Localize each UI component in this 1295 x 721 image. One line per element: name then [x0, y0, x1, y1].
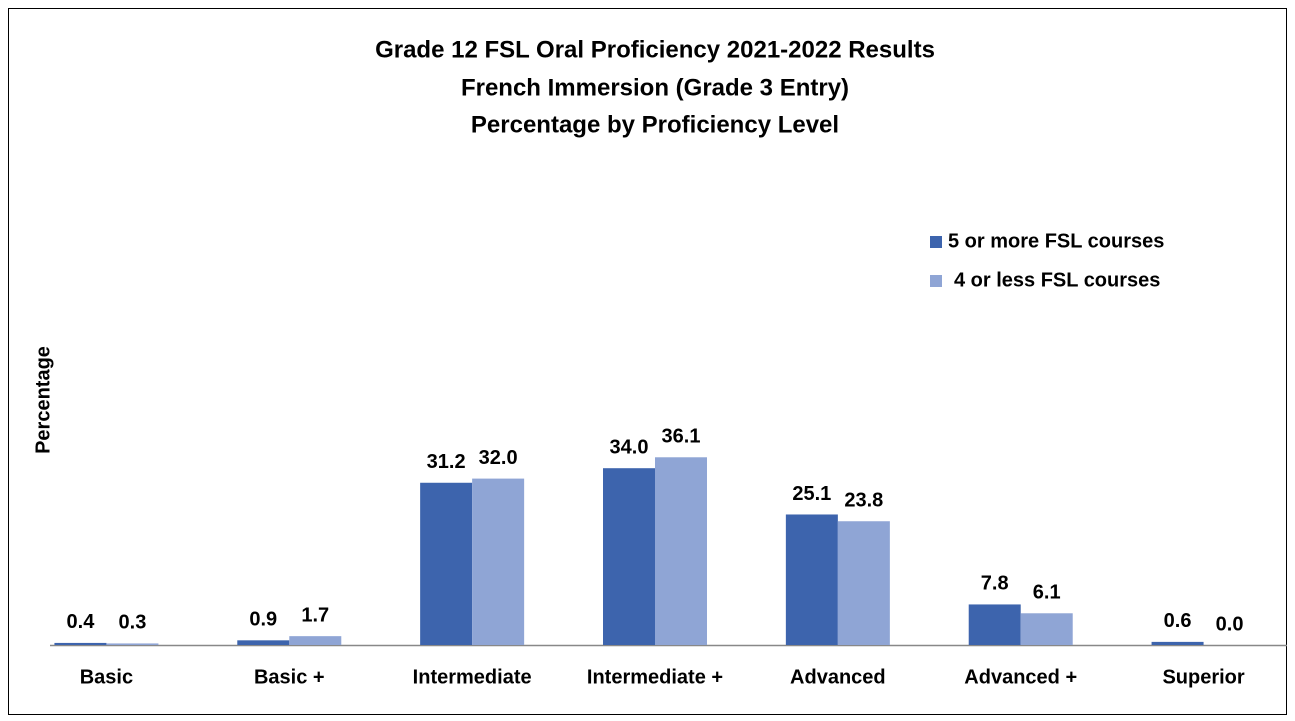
- chart-title: Percentage by Proficiency Level: [471, 111, 839, 138]
- x-tick-label: Intermediate +: [587, 666, 723, 688]
- data-label: 25.1: [792, 483, 831, 505]
- bar: [106, 643, 159, 645]
- legend-label: 4 or less FSL courses: [954, 269, 1160, 291]
- bar: [837, 521, 890, 645]
- data-label: 6.1: [1033, 582, 1061, 604]
- chart-title: French Immersion (Grade 3 Entry): [461, 74, 849, 101]
- bar: [289, 636, 342, 645]
- bar: [655, 457, 707, 645]
- data-label: 7.8: [981, 573, 1009, 595]
- data-label: 1.7: [301, 604, 329, 626]
- bar: [603, 468, 655, 645]
- data-label: 0.6: [1164, 610, 1192, 632]
- bar: [1020, 613, 1073, 645]
- bar: [237, 640, 290, 645]
- x-tick-label: Basic +: [254, 666, 325, 688]
- x-tick-label: Advanced +: [964, 666, 1077, 688]
- bar: [472, 478, 525, 645]
- bar: [420, 482, 473, 645]
- data-label: 36.1: [662, 426, 701, 448]
- x-tick-label: Basic: [80, 666, 133, 688]
- data-label: 0.9: [249, 609, 277, 631]
- data-label: 0.3: [119, 612, 147, 634]
- data-label: 0.0: [1216, 613, 1244, 635]
- x-tick-label: Advanced: [790, 666, 886, 688]
- bar: [54, 642, 107, 645]
- bar: [968, 604, 1021, 645]
- data-label: 31.2: [427, 451, 466, 473]
- chart-title: Grade 12 FSL Oral Proficiency 2021-2022 …: [375, 36, 935, 63]
- data-label: 23.8: [844, 490, 883, 512]
- legend-swatch: [930, 236, 942, 248]
- legend-swatch: [930, 275, 942, 287]
- bar: [785, 514, 838, 645]
- legend-label: 5 or more FSL courses: [948, 230, 1164, 252]
- data-label: 34.0: [610, 436, 649, 458]
- data-label: 0.4: [67, 611, 96, 633]
- y-axis-label: Percentage: [32, 346, 54, 454]
- x-tick-label: Intermediate: [413, 666, 532, 688]
- data-label: 32.0: [479, 447, 518, 469]
- bar: [1151, 641, 1204, 645]
- x-tick-label: Superior: [1162, 666, 1244, 688]
